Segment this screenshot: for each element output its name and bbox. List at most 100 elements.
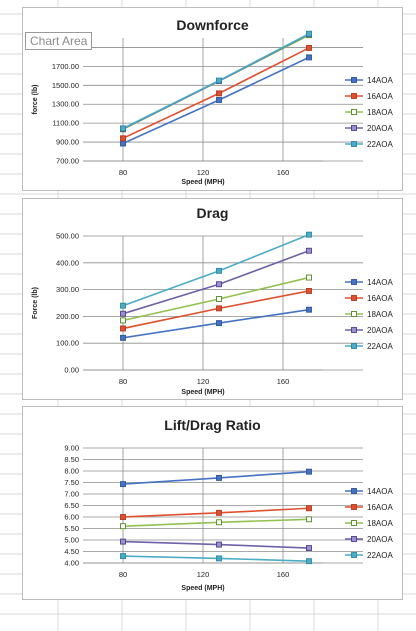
series-16aoa-marker[interactable] bbox=[216, 90, 222, 97]
series-22aoa-line[interactable] bbox=[122, 233, 310, 307]
series-16aoa-marker[interactable] bbox=[120, 325, 126, 332]
legend-entry[interactable]: 22AOA bbox=[345, 342, 393, 351]
series-14aoa-marker[interactable] bbox=[216, 320, 222, 327]
y-tick-label: 1300.00 bbox=[52, 100, 79, 109]
legend-entry[interactable]: 16AOA bbox=[345, 92, 393, 101]
series-14aoa-marker[interactable] bbox=[120, 140, 126, 147]
series-20aoa-marker[interactable] bbox=[306, 247, 312, 254]
legend-entry[interactable]: 20AOA bbox=[345, 535, 393, 544]
legend-entry[interactable]: 14AOA bbox=[345, 278, 393, 287]
series-18aoa-marker[interactable] bbox=[306, 274, 312, 281]
legend-swatch-marker[interactable] bbox=[351, 536, 357, 542]
series-14aoa-marker[interactable] bbox=[216, 474, 222, 481]
series-18aoa-marker[interactable] bbox=[306, 516, 312, 523]
legend-swatch-marker[interactable] bbox=[351, 125, 357, 131]
series-18aoa-line[interactable] bbox=[122, 518, 310, 527]
series-18aoa-marker[interactable] bbox=[216, 519, 222, 526]
series-20aoa-line[interactable] bbox=[122, 249, 310, 315]
y-tick-label: 4.50 bbox=[64, 547, 79, 556]
series-16aoa-marker[interactable] bbox=[216, 509, 222, 516]
series-14aoa-marker[interactable] bbox=[216, 97, 222, 103]
legend-swatch-marker[interactable] bbox=[351, 141, 357, 147]
series-16aoa-marker[interactable] bbox=[120, 135, 126, 142]
legend-label: 22AOA bbox=[367, 551, 393, 560]
legend-swatch-marker[interactable] bbox=[351, 343, 357, 349]
downforce-chart[interactable]: Downforce 700.00 900.00 1100.00 1300.00 1500.… bbox=[22, 7, 403, 191]
series-20aoa-marker[interactable] bbox=[120, 310, 126, 317]
legend-swatch-marker[interactable] bbox=[351, 504, 357, 510]
legend-entry[interactable]: 20AOA bbox=[345, 124, 393, 133]
legend-entry[interactable]: 20AOA bbox=[345, 326, 393, 335]
x-tick-label: 80 bbox=[119, 168, 127, 177]
legend-swatch-marker[interactable] bbox=[351, 488, 357, 494]
x-tick-label: 120 bbox=[197, 377, 210, 386]
legend-entry[interactable]: 16AOA bbox=[345, 294, 393, 303]
series-20aoa-marker[interactable] bbox=[120, 538, 126, 545]
y-tick-label: 1100.00 bbox=[52, 119, 79, 128]
series-16aoa-line[interactable] bbox=[122, 507, 310, 518]
series-14aoa-marker[interactable] bbox=[306, 54, 312, 61]
series-16aoa-marker[interactable] bbox=[306, 287, 312, 294]
y-tick-label: 6.50 bbox=[64, 501, 79, 510]
series-18aoa-marker[interactable] bbox=[216, 296, 222, 302]
series-22aoa-marker[interactable] bbox=[216, 267, 222, 274]
series-20aoa-marker[interactable] bbox=[306, 545, 312, 552]
legend-entry[interactable]: 14AOA bbox=[345, 76, 393, 85]
legend-label: 18AOA bbox=[367, 108, 393, 117]
series-22aoa-marker[interactable] bbox=[306, 558, 312, 565]
legend-swatch-marker[interactable] bbox=[351, 77, 357, 83]
legend-swatch-marker[interactable] bbox=[351, 109, 357, 115]
series-16aoa-line[interactable] bbox=[122, 47, 310, 140]
series-18aoa-marker[interactable] bbox=[120, 317, 126, 324]
legend-swatch-marker[interactable] bbox=[351, 552, 357, 558]
series-14aoa-marker[interactable] bbox=[120, 334, 126, 341]
y-tick-label: 700.00 bbox=[56, 157, 79, 166]
series-22aoa-marker[interactable] bbox=[306, 231, 312, 238]
series-22aoa-marker[interactable] bbox=[216, 555, 222, 562]
lift-drag-ratio-chart[interactable]: Lift/Drag Ratio 4.00 4.50 5.00 5.50 6.00 6.50 7… bbox=[22, 406, 403, 600]
series-22aoa-line[interactable] bbox=[122, 33, 310, 130]
series-18aoa bbox=[120, 274, 312, 324]
series-22aoa-marker[interactable] bbox=[306, 30, 312, 37]
legend-entry[interactable]: 18AOA bbox=[345, 108, 393, 117]
legend-entry[interactable]: 14AOA bbox=[345, 487, 393, 496]
series-22aoa-marker[interactable] bbox=[120, 125, 126, 132]
legend-label: 14AOA bbox=[367, 76, 393, 85]
legend-entry[interactable]: 18AOA bbox=[345, 519, 393, 528]
legend-swatch-marker[interactable] bbox=[351, 93, 357, 99]
legend-swatch-marker[interactable] bbox=[351, 327, 357, 333]
x-axis-label: Speed (MPH) bbox=[181, 179, 224, 186]
series-22aoa-marker[interactable] bbox=[216, 77, 222, 84]
series-22aoa-line[interactable] bbox=[122, 555, 310, 562]
series-22aoa-marker[interactable] bbox=[120, 302, 126, 309]
series-16aoa-marker[interactable] bbox=[120, 514, 126, 520]
legend-entry[interactable]: 22AOA bbox=[345, 551, 393, 560]
x-tick-label: 160 bbox=[277, 168, 290, 177]
series-14aoa-marker[interactable] bbox=[306, 306, 312, 313]
legend-swatch-marker[interactable] bbox=[351, 520, 357, 526]
legend-entry[interactable]: 22AOA bbox=[345, 140, 393, 149]
legend-swatch-marker[interactable] bbox=[351, 311, 357, 317]
series-14aoa-marker[interactable] bbox=[120, 481, 126, 488]
series-20aoa-marker[interactable] bbox=[216, 281, 222, 288]
legend-entry[interactable]: 18AOA bbox=[345, 310, 393, 319]
legend-swatch-marker[interactable] bbox=[351, 295, 357, 301]
legend-entry[interactable]: 16AOA bbox=[345, 503, 393, 512]
series-16aoa-marker[interactable] bbox=[216, 305, 222, 312]
legend-label: 16AOA bbox=[367, 92, 393, 101]
y-tick-label: 5.50 bbox=[64, 524, 79, 533]
y-axis-label: force (lb) bbox=[32, 85, 39, 115]
series-18aoa-marker[interactable] bbox=[120, 523, 126, 530]
series-14aoa-marker[interactable] bbox=[306, 468, 312, 475]
y-tick-label: 300.00 bbox=[56, 285, 79, 294]
series-16aoa-marker[interactable] bbox=[306, 505, 312, 512]
series-20aoa bbox=[120, 247, 312, 317]
y-axis-label: Force (lb) bbox=[32, 287, 39, 319]
series-20aoa-marker[interactable] bbox=[216, 541, 222, 548]
drag-chart[interactable]: Drag 0.00 100.00 200.00 300.00 400.00 500.00 80… bbox=[22, 198, 403, 400]
series-16aoa-marker[interactable] bbox=[306, 44, 312, 51]
legend-swatch-marker[interactable] bbox=[351, 279, 357, 285]
series-14aoa-line[interactable] bbox=[122, 56, 310, 145]
series-22aoa-marker[interactable] bbox=[120, 553, 126, 560]
series-20aoa-line[interactable] bbox=[122, 540, 310, 549]
